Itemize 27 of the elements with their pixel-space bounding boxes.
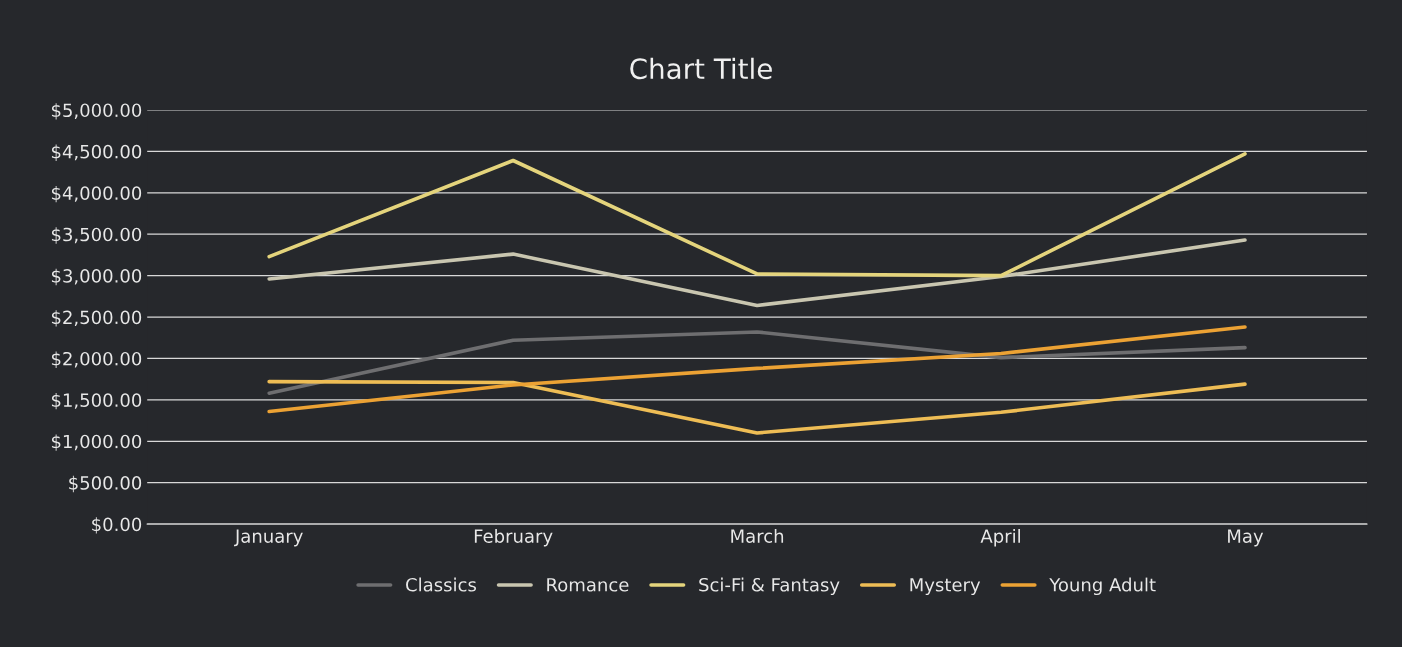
legend-label: Sci-Fi & Fantasy [699, 577, 840, 596]
legend-label: Classics [406, 577, 477, 592]
line-series [267, 238, 1247, 308]
legend-label: Romance [547, 578, 629, 592]
y-tick-label: $5,000.00 [51, 103, 142, 120]
y-tick-label: $3,500.00 [51, 227, 142, 244]
x-tick-label: February [474, 528, 553, 547]
legend-label: Young Adult [1049, 577, 1156, 596]
y-tick-label: $2,000.00 [51, 351, 142, 368]
x-tick-label: January [234, 529, 303, 547]
line-series [267, 152, 1247, 278]
y-tick-label: $1,000.00 [51, 434, 142, 451]
line-series [267, 325, 1247, 414]
line-series [267, 330, 1247, 396]
y-tick-label: $4,500.00 [51, 144, 142, 161]
y-tick-label: $4,000.00 [51, 185, 142, 203]
y-tick-label: $0.00 [92, 517, 142, 534]
y-tick-label: $500.00 [69, 475, 142, 493]
line-series [267, 379, 1247, 435]
x-tick-label: May [1228, 529, 1264, 547]
y-tick-label: $3,000.00 [51, 268, 142, 286]
y-tick-label: $2,500.00 [51, 310, 142, 327]
x-tick-label: April [980, 528, 1020, 547]
chart-title: Chart Title [630, 57, 772, 80]
y-tick-label: $1,500.00 [51, 392, 142, 410]
legend-label: Mystery [910, 578, 981, 596]
x-tick-label: March [731, 528, 784, 543]
